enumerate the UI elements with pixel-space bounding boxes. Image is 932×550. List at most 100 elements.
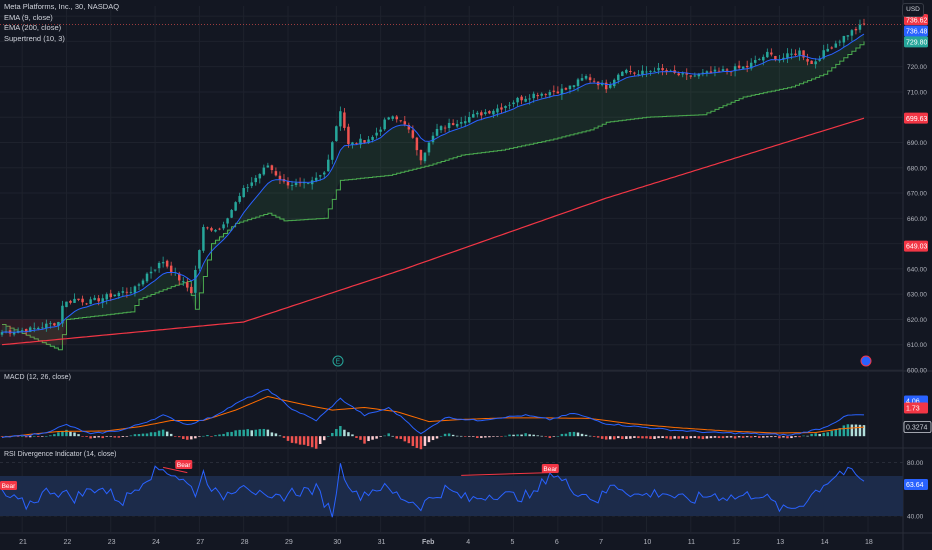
candle-body — [210, 228, 212, 230]
candle[interactable] — [383, 118, 385, 131]
candle-body — [291, 185, 293, 186]
time-tick-label: 7 — [599, 539, 603, 546]
symbol-title[interactable]: Meta Platforms, Inc., 30, NASDAQ — [4, 2, 119, 13]
macd-histogram-bar — [677, 436, 679, 439]
macd-histogram-bar — [126, 436, 128, 437]
macd-histogram-bar — [202, 436, 204, 437]
rsi-title[interactable]: RSI Divergence Indicator (14, close) — [4, 451, 116, 458]
macd-histogram-bar — [585, 435, 587, 436]
bear-label-text: Bear — [2, 483, 17, 490]
macd-histogram-bar — [375, 436, 377, 438]
macd-histogram-bar — [81, 436, 83, 437]
time-tick-label: 29 — [285, 539, 293, 546]
candle-body — [339, 111, 341, 126]
candle-body — [758, 59, 760, 60]
macd-histogram-bar — [210, 436, 212, 437]
macd-histogram-bar — [214, 435, 216, 436]
macd-histogram-bar — [492, 436, 494, 437]
candle[interactable] — [335, 125, 337, 141]
macd-histogram-bar — [275, 433, 277, 436]
price-badge-4-text: 649.03 — [906, 244, 928, 251]
rsi-badge-text: 63.64 — [906, 482, 924, 489]
candle-body — [810, 61, 812, 64]
macd-histogram-bar — [762, 436, 764, 437]
candle[interactable] — [234, 201, 236, 211]
supertrend-legend[interactable]: Supertrend (10, 3) — [4, 34, 119, 45]
macd-histogram-bar — [246, 429, 248, 436]
macd-histogram-bar — [500, 436, 502, 437]
candle-body — [33, 328, 35, 329]
macd-histogram-bar — [822, 433, 824, 436]
ema9-legend[interactable]: EMA (9, close) — [4, 13, 119, 24]
macd-histogram-bar — [65, 430, 67, 436]
price-tick-label: 680.00 — [907, 165, 927, 172]
candle-body — [351, 142, 353, 144]
candle-body — [851, 30, 853, 35]
dividend-marker[interactable] — [861, 356, 871, 366]
bear-label[interactable]: Bear — [542, 464, 559, 473]
macd-histogram-bar — [174, 436, 176, 437]
candle-body — [347, 127, 349, 144]
ema200-legend[interactable]: EMA (200, close) — [4, 23, 119, 34]
macd-histogram-bar — [565, 434, 567, 436]
candle-body — [275, 171, 277, 175]
candle-body — [142, 280, 144, 284]
macd-histogram-bar — [218, 434, 220, 436]
macd-histogram-bar — [355, 436, 357, 438]
rsi-badge: 63.64 — [904, 479, 928, 490]
candle-body — [553, 91, 555, 92]
candle-body — [424, 153, 426, 162]
macd-histogram-bar — [750, 436, 752, 437]
candle-body — [396, 117, 398, 120]
candle-body — [146, 274, 148, 282]
candle-body — [839, 42, 841, 43]
candle-body — [190, 287, 192, 293]
price-badge-0-text: 736.62 — [906, 17, 928, 24]
macd-histogram-bar — [387, 433, 389, 436]
bear-label[interactable]: Bear — [0, 481, 17, 490]
candle-body — [250, 182, 252, 185]
price-tick-label: 620.00 — [907, 317, 927, 324]
candle-body — [138, 284, 140, 285]
macd-histogram-bar — [424, 436, 426, 446]
time-tick-label: 14 — [821, 539, 829, 546]
macd-histogram-bar — [532, 435, 534, 436]
candle[interactable] — [65, 302, 67, 308]
macd-histogram-bar — [97, 436, 99, 437]
candle-body — [49, 323, 51, 324]
macd-histogram-bar — [122, 436, 124, 437]
macd-histogram-bar — [53, 434, 55, 436]
earnings-marker[interactable]: E — [333, 356, 343, 366]
macd-histogram-bar — [710, 436, 712, 438]
candle-body — [432, 136, 434, 142]
currency-button[interactable]: USD — [902, 3, 924, 17]
candle[interactable] — [810, 60, 812, 64]
price-badge-1-text: 736.48 — [906, 29, 928, 36]
candle-body — [609, 85, 611, 88]
macd-histogram-bar — [786, 436, 788, 438]
bear-label[interactable]: Bear — [175, 460, 192, 469]
macd-histogram-bar — [553, 436, 555, 437]
candle-body — [452, 123, 454, 125]
candle[interactable] — [202, 225, 204, 253]
candle-body — [798, 51, 800, 56]
macd-histogram-bar — [706, 436, 708, 438]
macd-histogram-bar — [484, 436, 486, 437]
candle-body — [754, 60, 756, 63]
candle-body — [645, 72, 647, 73]
macd-histogram-bar — [222, 434, 224, 436]
candle-body — [444, 128, 446, 129]
macd-histogram-bar — [694, 436, 696, 438]
candle-body — [77, 299, 79, 300]
candle-body — [379, 130, 381, 132]
candle-body — [637, 74, 639, 75]
candle-body — [681, 73, 683, 74]
candle[interactable] — [230, 209, 232, 218]
candle-body — [625, 70, 627, 73]
candle-body — [154, 270, 156, 271]
macd-histogram-bar — [311, 436, 313, 447]
candle-body — [585, 76, 587, 79]
macd-title[interactable]: MACD (12, 26, close) — [4, 374, 71, 381]
candle[interactable] — [198, 249, 200, 271]
macd-histogram-bar — [416, 436, 418, 448]
